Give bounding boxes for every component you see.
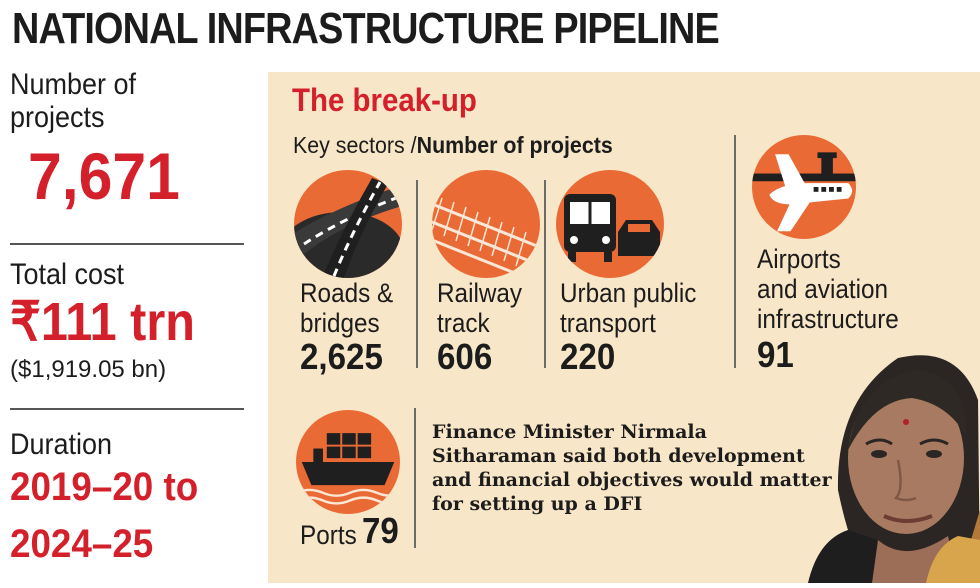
cost-value: ₹111 trn	[10, 292, 195, 352]
airplane-icon	[752, 135, 856, 239]
page-title: NATIONAL INFRASTRUCTURE PIPELINE	[12, 4, 720, 53]
duration-label: Duration	[10, 428, 113, 461]
road-icon	[294, 170, 402, 278]
railway-icon	[432, 170, 540, 278]
bus-icon	[556, 170, 664, 278]
sector-roads-label: Roads & bridges	[300, 278, 394, 338]
projects-label-line1: Number of	[10, 68, 137, 101]
sector-railway-count: 606	[437, 336, 493, 377]
divider	[544, 180, 546, 368]
sector-urban-count: 220	[560, 336, 616, 377]
breakup-title: The break-up	[292, 82, 477, 118]
projects-label-line2: projects	[10, 101, 105, 134]
ship-icon	[296, 410, 400, 514]
sector-urban-label: Urban public transport	[560, 278, 697, 338]
duration-line1: 2019–20 to	[10, 465, 199, 509]
sector-airports-count: 91	[757, 334, 794, 375]
sector-ports-label: Ports	[300, 520, 357, 550]
cost-sub: ($1,919.05 bn)	[10, 356, 167, 383]
divider	[414, 408, 416, 548]
divider	[10, 408, 244, 410]
divider	[416, 180, 418, 368]
duration-line2: 2024–25	[10, 522, 154, 566]
minister-portrait	[808, 340, 980, 583]
minister-quote: Finance Minister Nirmala Sitharaman said…	[432, 421, 832, 515]
sector-ports-count: 79	[362, 510, 399, 551]
divider	[734, 135, 736, 368]
sector-airports-label: Airports and aviation infrastructure	[757, 244, 899, 334]
projects-value: 7,671	[28, 139, 180, 213]
sector-railway-label: Railway track	[437, 278, 523, 338]
sector-roads-count: 2,625	[300, 336, 383, 377]
divider	[10, 243, 244, 245]
cost-label: Total cost	[10, 258, 125, 291]
key-sectors-label: Key sectors /Number of projects	[293, 132, 613, 158]
